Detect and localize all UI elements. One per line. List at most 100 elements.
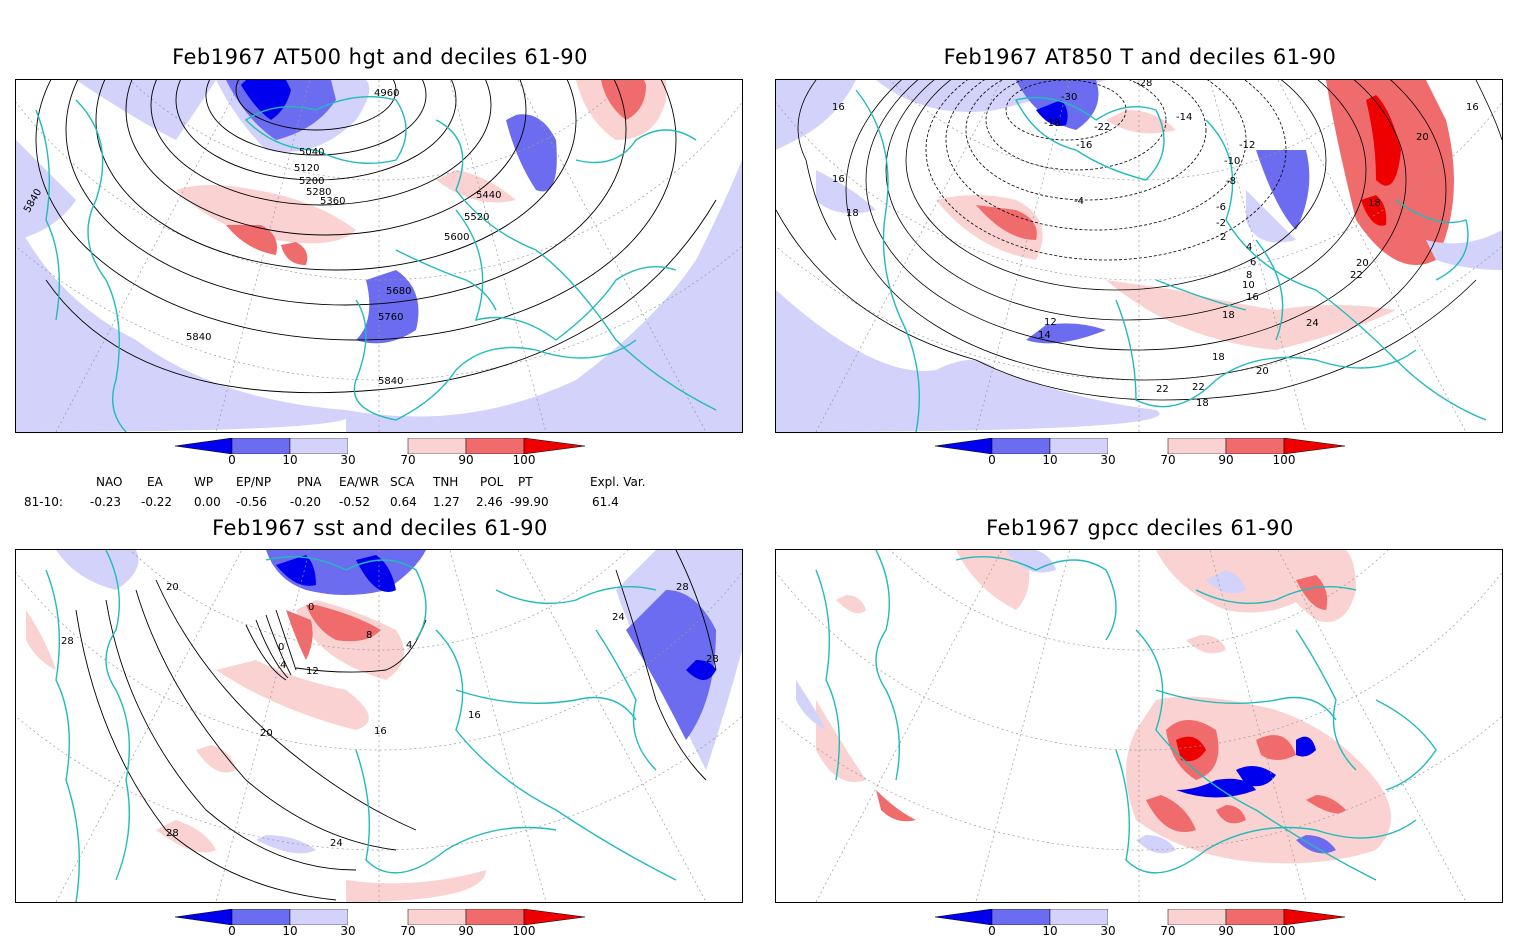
index-header: SCA <box>390 475 415 489</box>
cb-tick-label: 70 <box>400 453 416 467</box>
contour-label: 5440 <box>476 190 501 201</box>
index-header: WP <box>194 475 214 489</box>
contour-label: 12 <box>306 666 319 677</box>
contour-label: 28 <box>676 582 689 593</box>
contour-label: 4960 <box>374 88 399 99</box>
cb-arrow-high <box>523 908 586 926</box>
land-outline <box>815 550 1437 881</box>
map-gpcc-svg <box>776 550 1502 902</box>
contour-label: 20 <box>260 728 273 739</box>
map-panel-sst: 20 28 0 0 4 8 12 16 16 20 24 28 24 28 28… <box>15 549 743 903</box>
contour-label: 4 <box>1246 242 1252 253</box>
index-header: PT <box>518 475 533 489</box>
cb-swatch-90-100 <box>1225 908 1285 926</box>
contour-label: 0 <box>278 642 284 653</box>
cb-swatch-30-70 <box>1108 438 1168 454</box>
map-500hgt-svg: 4960 5040 5120 5200 5280 5360 5440 5520 … <box>16 80 742 432</box>
contour-label: 16 <box>1246 292 1259 303</box>
cb-tick-label: 100 <box>512 924 536 938</box>
cb-arrow-high <box>1283 437 1346 455</box>
cb-tick-label: 30 <box>340 453 356 467</box>
cb-tick-label: 90 <box>1218 453 1234 467</box>
index-value: 0.00 <box>194 495 221 509</box>
colorbar-1: 0 10 30 70 90 100 <box>170 437 590 468</box>
contour-label: 5600 <box>444 232 469 243</box>
map-panel-gpcc <box>775 549 1503 903</box>
contour-label: 14 <box>1038 330 1051 341</box>
graticule <box>16 550 742 902</box>
index-value: 2.46 <box>476 495 503 509</box>
contour-label: 18 <box>1222 310 1235 321</box>
cb-tick-label: 90 <box>1218 924 1234 938</box>
land-outline <box>35 96 717 432</box>
index-value: 61.4 <box>592 495 619 509</box>
index-value: -0.23 <box>90 495 122 509</box>
index-header: PNA <box>297 475 322 489</box>
cb-tick-label: 0 <box>228 924 236 938</box>
contour-label: -8 <box>1226 176 1236 187</box>
cb-swatch-90-100 <box>1225 437 1285 455</box>
index-header: TNH <box>433 475 459 489</box>
cb-tick-label: 30 <box>1100 453 1116 467</box>
contour-label: 16 <box>468 710 481 721</box>
index-value: -0.52 <box>339 495 371 509</box>
cb-tick-label: 100 <box>512 453 536 467</box>
map-sst-svg: 20 28 0 0 4 8 12 16 16 20 24 28 24 28 28… <box>16 550 742 902</box>
cb-tick-label: 100 <box>1272 453 1296 467</box>
cb-arrow-high <box>523 437 586 455</box>
cb-swatch-30-70 <box>348 909 408 925</box>
contour-label: 10 <box>1242 280 1255 291</box>
index-value: 1.27 <box>433 495 460 509</box>
contour-label: 22 <box>1192 382 1205 393</box>
map-850t-svg: -28 -30 -18 -22 -14 -16 -12 -10 -8 -6 -4… <box>776 80 1502 432</box>
contour-label: -28 <box>1136 80 1152 89</box>
contour-label: 8 <box>366 630 372 641</box>
index-header: Expl. Var. <box>590 475 646 489</box>
index-header: EP/NP <box>236 475 272 489</box>
contour-label: 0 <box>308 602 314 613</box>
colorbar-2-swatches <box>934 437 1346 455</box>
contour-label: 22 <box>1350 270 1363 281</box>
index-value: -0.56 <box>236 495 268 509</box>
contour-label: 5680 <box>386 286 411 297</box>
cb-swatch-0-10 <box>991 908 1051 926</box>
contour-label: -16 <box>1076 140 1092 151</box>
graticule <box>16 80 742 432</box>
cb-swatch-10-30 <box>289 908 349 926</box>
cb-arrow-low <box>934 437 993 455</box>
contour-label: 12 <box>1044 317 1057 328</box>
cb-tick-label: 0 <box>988 453 996 467</box>
sst-contours <box>75 550 717 901</box>
contour-label: 18 <box>1368 198 1381 209</box>
cb-tick-label: 100 <box>1272 924 1296 938</box>
cb-tick-label: 0 <box>988 924 996 938</box>
index-header: EA <box>147 475 163 489</box>
panel-4-title: Feb1967 gpcc deciles 61-90 <box>986 516 1294 540</box>
index-header: EA/WR <box>339 475 380 489</box>
cb-tick-label: 10 <box>1042 453 1058 467</box>
decile-shading <box>796 550 1391 864</box>
map-panel-500hgt: 4960 5040 5120 5200 5280 5360 5440 5520 … <box>15 79 743 433</box>
cb-swatch-70-90 <box>407 437 467 455</box>
graticule <box>776 550 1502 902</box>
contour-labels: 20 28 0 0 4 8 12 16 16 20 24 28 24 28 28… <box>61 582 719 849</box>
index-value: 0.64 <box>390 495 417 509</box>
cb-tick-label: 0 <box>228 453 236 467</box>
contour-label: 4 <box>406 640 412 651</box>
colorbar-4: 0 10 30 70 90 100 <box>930 908 1350 939</box>
cb-swatch-70-90 <box>407 908 467 926</box>
contour-label: 5840 <box>186 332 211 343</box>
contour-label: -18 <box>1044 118 1060 129</box>
colorbar-4-swatches <box>934 908 1346 926</box>
contour-label: -22 <box>1094 122 1110 133</box>
contour-labels: 4960 5040 5120 5200 5280 5360 5440 5520 … <box>22 88 501 387</box>
cb-arrow-high <box>1283 908 1346 926</box>
contour-label: -2 <box>1216 218 1226 229</box>
cb-tick-label: 10 <box>282 453 298 467</box>
contour-label: -14 <box>1176 112 1192 123</box>
land-outline <box>45 550 677 902</box>
contour-label: 16 <box>1466 102 1479 113</box>
contour-label: 18 <box>1196 398 1209 409</box>
cb-swatch-70-90 <box>1167 437 1227 455</box>
cb-swatch-70-90 <box>1167 908 1227 926</box>
